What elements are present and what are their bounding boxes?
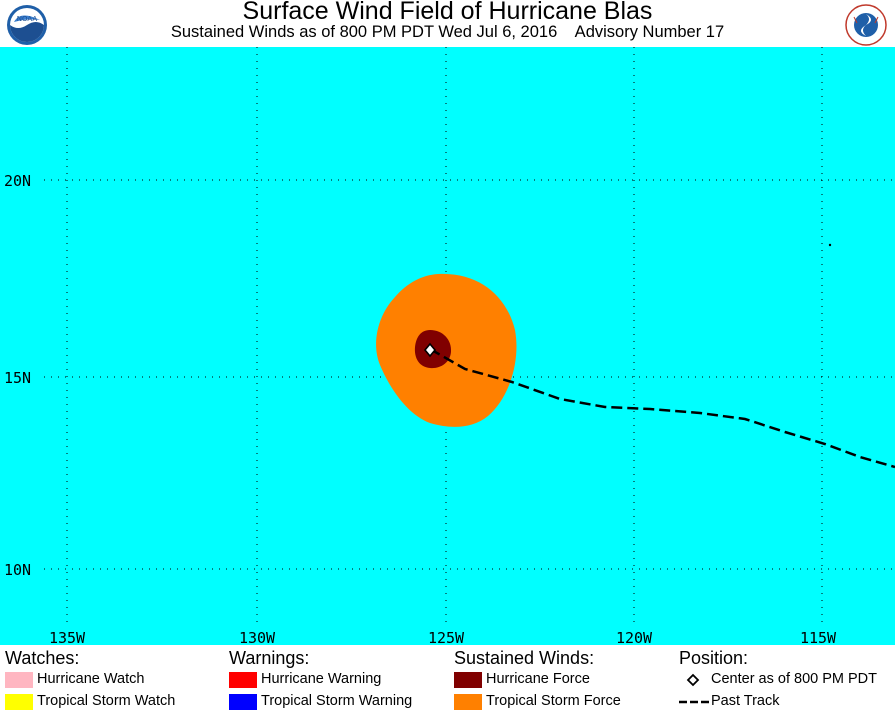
past-track — [429, 347, 895, 469]
svg-text:NOAA: NOAA — [17, 15, 38, 23]
latitude-labels: 20N 15N 10N — [4, 172, 31, 579]
map-svg: 20N 15N 10N 135W 130W 125W 120W 115W — [0, 47, 895, 645]
island-dot — [828, 243, 832, 247]
tropical-storm-warning-swatch — [229, 694, 257, 710]
legend-label: Center as of 800 PM PDT — [711, 671, 878, 687]
legend-label: Tropical Storm Force — [486, 693, 621, 709]
legend-heading: Position: — [679, 648, 749, 668]
legend-label: Tropical Storm Warning — [261, 693, 413, 709]
legend: Watches: Hurricane Watch Tropical Storm … — [0, 645, 895, 716]
legend-heading: Warnings: — [229, 648, 310, 668]
header: NOAA Surface Wind Field of Hurricane Bla… — [0, 0, 895, 46]
longitude-labels: 135W 130W 125W 120W 115W — [49, 629, 837, 645]
tropical-storm-force-swatch — [454, 694, 482, 710]
tropical-storm-watch-swatch — [5, 694, 33, 710]
lat-label: 20N — [4, 172, 31, 190]
legend-label: Hurricane Force — [486, 671, 590, 687]
storm-center-marker — [423, 342, 437, 358]
legend-heading: Watches: — [5, 648, 80, 668]
lon-label: 125W — [428, 629, 465, 645]
legend-label: Past Track — [711, 693, 780, 709]
legend-label: Hurricane Watch — [37, 671, 145, 687]
hurricane-force-swatch — [454, 672, 482, 688]
legend-heading: Sustained Winds: — [454, 648, 595, 668]
nws-logo — [845, 4, 887, 46]
page-title: Surface Wind Field of Hurricane Blas — [242, 0, 653, 25]
legend-label: Tropical Storm Watch — [37, 693, 176, 709]
hurricane-warning-swatch — [229, 672, 257, 688]
lon-label: 120W — [616, 629, 653, 645]
noaa-logo: NOAA — [7, 5, 47, 45]
lon-label: 135W — [49, 629, 86, 645]
lon-label: 115W — [800, 629, 837, 645]
hurricane-watch-swatch — [5, 672, 33, 688]
diamond-icon — [686, 673, 700, 687]
dashed-line-icon — [679, 700, 709, 704]
wind-field-map: 20N 15N 10N 135W 130W 125W 120W 115W — [0, 47, 895, 645]
lat-label: 10N — [4, 561, 31, 579]
lat-label: 15N — [4, 369, 31, 387]
lon-label: 130W — [239, 629, 276, 645]
legend-label: Hurricane Warning — [261, 671, 382, 687]
page-subtitle: Sustained Winds as of 800 PM PDT Wed Jul… — [170, 23, 725, 41]
